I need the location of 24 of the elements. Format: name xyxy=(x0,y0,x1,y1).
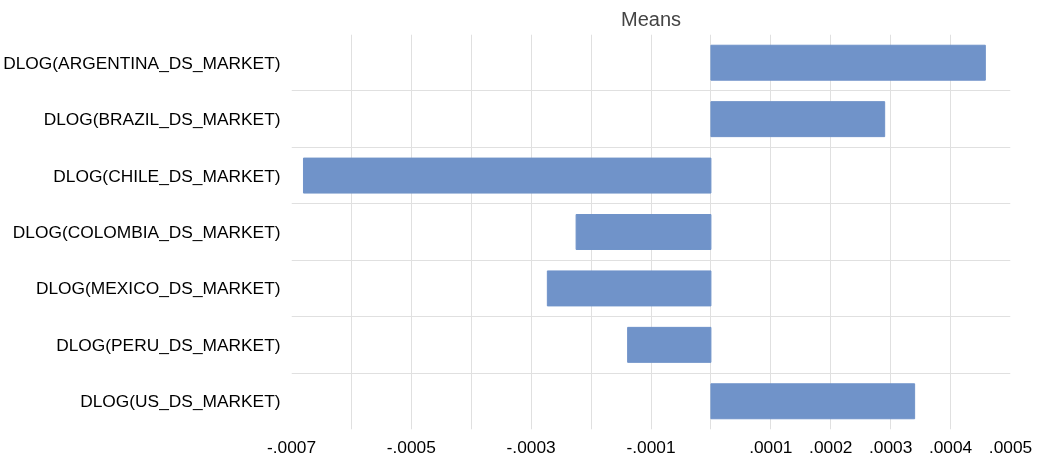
bar xyxy=(575,214,712,250)
y-tick-label: DLOG(PERU_DS_MARKET) xyxy=(56,334,281,355)
x-tick-label: -.0003 xyxy=(506,436,556,457)
x-tick-label: .0005 xyxy=(988,436,1033,457)
x-tick-label: .0002 xyxy=(809,436,853,457)
bar xyxy=(710,44,986,81)
y-tick-label: DLOG(ARGENTINA_DS_MARKET) xyxy=(3,52,281,73)
bar xyxy=(710,101,886,138)
y-tick-label: DLOG(BRAZIL_DS_MARKET) xyxy=(43,109,281,130)
x-tick-label: -.0005 xyxy=(386,436,436,457)
y-tick-label: DLOG(CHILE_DS_MARKET) xyxy=(53,165,281,186)
x-tick-label: .0001 xyxy=(749,436,793,457)
x-tick-label: .0004 xyxy=(928,436,973,457)
bar xyxy=(302,157,712,194)
bar xyxy=(627,326,712,363)
y-tick-label: DLOG(MEXICO_DS_MARKET) xyxy=(35,278,281,299)
chart-title: Means xyxy=(620,7,682,30)
y-tick-label: DLOG(US_DS_MARKET) xyxy=(80,391,281,412)
bar xyxy=(710,383,916,420)
y-tick-label: DLOG(COLOMBIA_DS_MARKET) xyxy=(12,222,281,242)
bar xyxy=(546,270,712,307)
x-tick-label: -.0007 xyxy=(266,436,317,457)
x-tick-label: .0003 xyxy=(868,436,913,457)
x-tick-label: -.0001 xyxy=(626,436,676,457)
